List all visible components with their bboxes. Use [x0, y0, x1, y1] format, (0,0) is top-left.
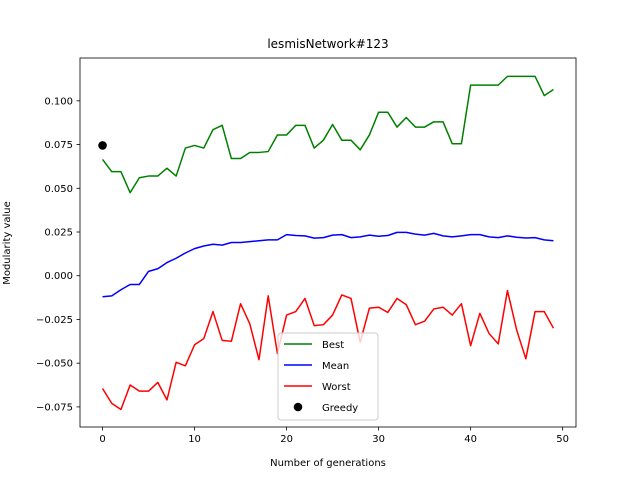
y-tick-label: 0.000: [44, 271, 73, 282]
x-tick-label: 0: [99, 434, 105, 445]
legend-label-mean: Mean: [322, 361, 349, 372]
legend: Best Mean Worst Greedy: [277, 332, 379, 421]
y-tick-label: 0.075: [44, 140, 73, 151]
x-tick-label: 40: [464, 434, 477, 445]
legend-label-worst: Worst: [322, 382, 351, 393]
legend-box: [277, 332, 379, 421]
legend-label-best: Best: [322, 340, 344, 351]
y-axis-title: Modularity value: [2, 201, 13, 285]
series-line-worst: [101, 289, 555, 411]
y-tick-label: 0.100: [44, 96, 73, 107]
series-line-mean: [102, 231, 554, 298]
y-tick-label: −0.050: [36, 359, 73, 370]
y-tick-label: −0.025: [36, 315, 73, 326]
x-axis-title: Number of generations: [270, 458, 386, 469]
x-tick-label: 30: [372, 434, 385, 445]
chart-title: lesmisNetwork#123: [267, 37, 388, 51]
axes-frame: [79, 57, 577, 428]
data-point-greedy: [98, 141, 107, 150]
y-tick-label: 0.025: [44, 228, 73, 239]
legend-label-greedy: Greedy: [322, 403, 358, 414]
x-tick-label: 50: [556, 434, 569, 445]
legend-swatch-greedy: [293, 402, 303, 412]
y-tick-label: 0.050: [44, 184, 73, 195]
series-layer: [98, 75, 555, 411]
axes-layer: 0 10 20 30 40 50 −0.075 −0.050 −0.025 0.000 0.025 0…: [36, 57, 577, 445]
x-tick-label: 10: [188, 434, 201, 445]
x-tick-label: 20: [280, 434, 293, 445]
series-line-best: [101, 75, 554, 194]
y-tick-label: −0.075: [36, 402, 73, 413]
